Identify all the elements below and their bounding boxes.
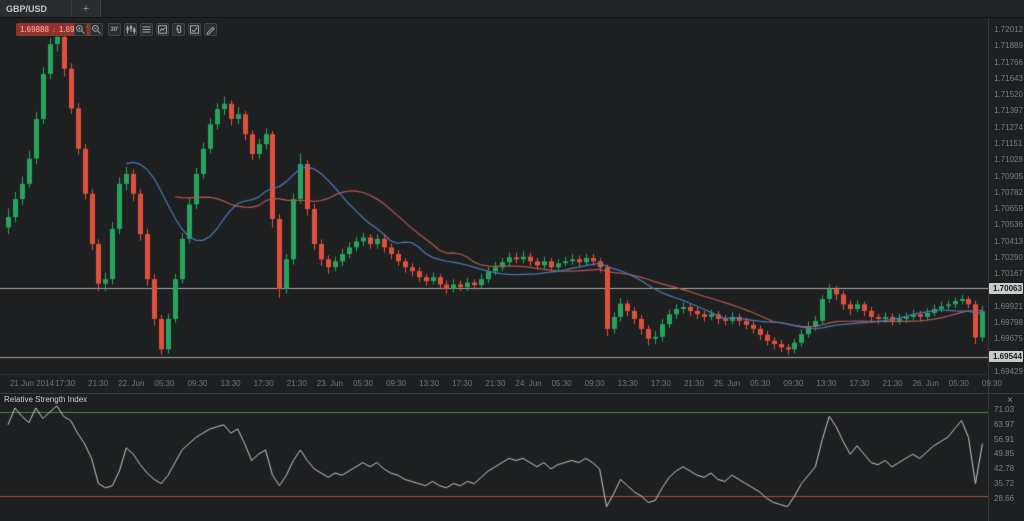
time-tick: 13:30 [617, 379, 638, 388]
zoom-in-icon [76, 25, 85, 34]
time-tick: 22. Jun [118, 379, 145, 388]
chart-type-button[interactable] [124, 23, 137, 36]
zoom-out-button[interactable] [90, 23, 103, 36]
price-tick: 1.70536 [994, 220, 1023, 230]
time-tick: 09:30 [584, 379, 605, 388]
chart-timeaxis-separator [0, 374, 988, 375]
ask-price: 1.69917 [59, 25, 88, 34]
quote-badge[interactable]: 1.69888 ↓ 1.69917 [16, 23, 92, 36]
price-tick: 1.72012 [994, 25, 1023, 34]
time-tick: 05:30 [551, 379, 572, 388]
time-tick: 05:30 [352, 379, 374, 388]
time-tick: 17:30 [253, 379, 274, 388]
timeframe-button[interactable]: 30' [108, 23, 121, 36]
price-tick: 1.70413 [994, 236, 1023, 246]
time-tick: 09:30 [981, 379, 1002, 388]
candlestick-icon [126, 25, 136, 34]
time-tick: 09:30 [386, 379, 407, 388]
time-tick: 23. Jun [316, 379, 344, 388]
price-tick: 1.70905 [994, 171, 1023, 181]
chart-window-icon [158, 25, 167, 34]
paperclip-icon [176, 25, 182, 34]
price-tick: 1.71520 [994, 90, 1023, 100]
price-tick: 1.71151 [994, 139, 1023, 148]
time-tick: 21:30 [683, 379, 705, 388]
price-tick: 1.69798 [994, 318, 1023, 328]
indicator-window-button[interactable] [156, 23, 169, 36]
time-tick: 26. Jun [912, 379, 939, 388]
price-tick: 1.71766 [994, 57, 1023, 67]
time-tick: 24. Jun [515, 379, 542, 388]
chart-template-button[interactable] [188, 23, 201, 36]
time-tick: 21:30 [286, 379, 307, 388]
rsi-tick: 63.97 [994, 419, 1015, 429]
zoom-out-icon [92, 25, 101, 34]
price-tick: 1.71028 [994, 155, 1023, 165]
price-tick: 1.71889 [994, 41, 1023, 51]
time-tick: 13:30 [816, 379, 837, 388]
time-tick: 09:30 [187, 379, 208, 388]
rsi-tick: 56.91 [994, 434, 1015, 444]
price-tick: 1.69921 [994, 301, 1023, 311]
time-tick: 17:30 [55, 379, 76, 388]
price-tick: 1.70167 [994, 269, 1023, 279]
pencil-icon [206, 26, 215, 35]
rsi-panel-title: Relative Strength Index [4, 395, 88, 404]
price-tick: 1.70659 [994, 204, 1023, 214]
time-tick: 21 Jun 2014 [9, 379, 55, 388]
attach-button[interactable] [172, 23, 185, 36]
price-tick: 1.69429 [994, 367, 1023, 376]
time-tick: 17:30 [650, 379, 671, 388]
zoom-in-button[interactable] [74, 23, 87, 36]
price-line-badge[interactable]: 1.69544 [989, 351, 1023, 363]
rsi-tick: 35.72 [994, 479, 1015, 489]
time-tick: 05:30 [948, 379, 969, 388]
time-tick: 05:30 [154, 379, 175, 388]
rsi-tick: 42.78 [994, 464, 1015, 474]
price-axis-border [988, 17, 989, 521]
time-tick: 13:30 [220, 379, 241, 388]
bid-price: 1.69888 [20, 25, 49, 34]
price-down-arrow-icon: ↓ [51, 25, 56, 34]
tab-bar: GBP/USD + [0, 0, 1024, 18]
draw-tools-button[interactable] [204, 23, 217, 36]
rsi-chart-canvas[interactable] [0, 394, 988, 521]
time-tick: 13:30 [419, 379, 440, 388]
tab-gbpusd[interactable]: GBP/USD [0, 0, 72, 17]
candlestick-chart-canvas[interactable] [0, 17, 988, 374]
time-tick: 09:30 [783, 379, 804, 388]
time-tick: 17:30 [849, 379, 870, 388]
price-tick: 1.71397 [994, 106, 1023, 116]
time-tick: 21:30 [882, 379, 903, 388]
price-line-badge[interactable]: 1.70063 [989, 282, 1023, 294]
time-tick: 21:30 [88, 379, 109, 388]
list-lines-icon [142, 26, 151, 33]
price-tick: 1.69675 [994, 334, 1023, 344]
timeframe-label: 30' [110, 26, 119, 33]
rsi-tick: 49.85 [994, 449, 1015, 459]
new-tab-button[interactable]: + [72, 0, 101, 17]
price-tick: 1.70782 [994, 187, 1023, 197]
tab-label: GBP/USD [6, 3, 48, 14]
rsi-tick: 28.66 [994, 493, 1015, 503]
price-tick: 1.71643 [994, 73, 1023, 83]
price-tick: 1.71274 [994, 122, 1023, 132]
indicators-button[interactable] [140, 23, 153, 36]
plus-icon: + [82, 2, 90, 15]
rsi-tick: 71.03 [994, 405, 1015, 414]
time-tick: 21:30 [485, 379, 506, 388]
rsi-panel-separator [0, 393, 1024, 394]
rsi-close-button[interactable]: × [1007, 395, 1013, 406]
time-tick: 25. Jun [713, 379, 741, 388]
box-check-icon [190, 25, 199, 34]
time-tick: 05:30 [750, 379, 771, 388]
time-tick: 17:30 [452, 379, 473, 388]
price-tick: 1.70290 [994, 253, 1023, 262]
